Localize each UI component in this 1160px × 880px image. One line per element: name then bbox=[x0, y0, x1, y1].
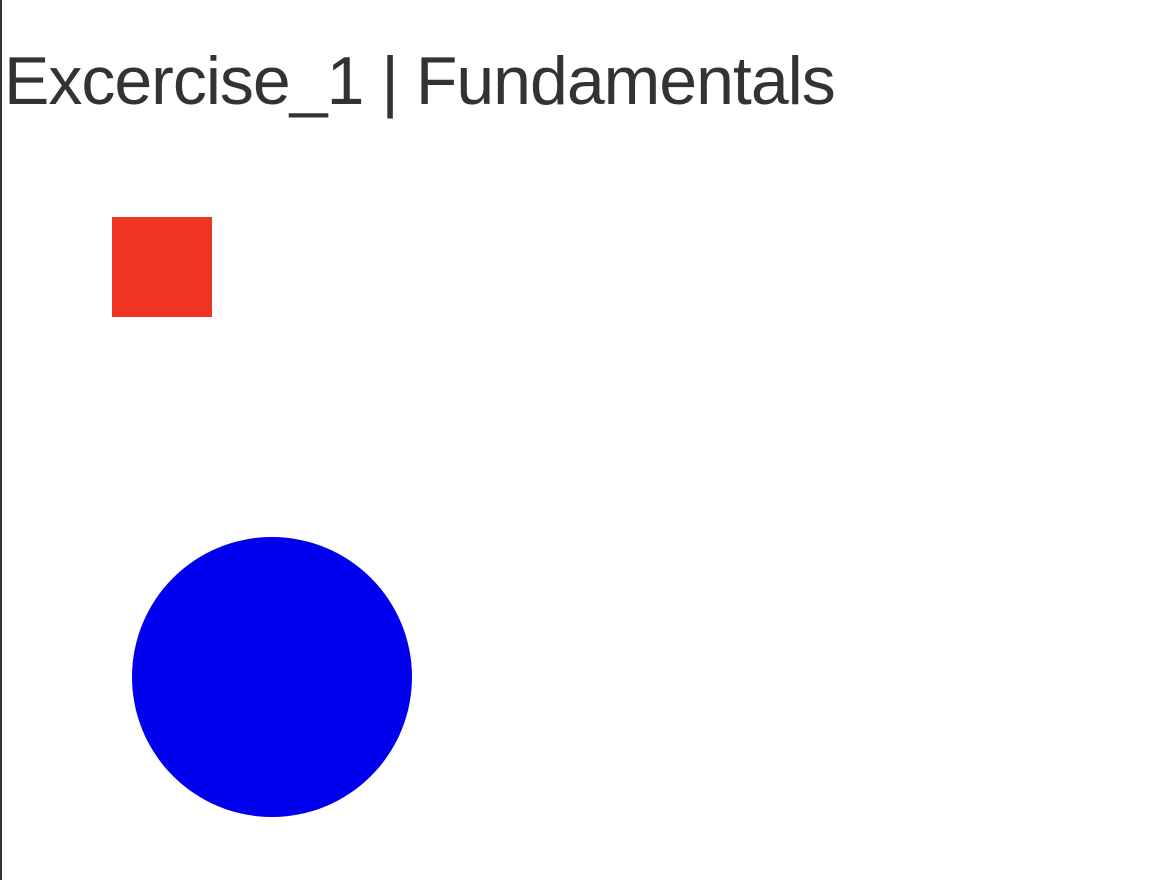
drawing-canvas bbox=[2, 140, 1160, 880]
page-title: Excercise_1 | Fundamentals bbox=[4, 43, 836, 119]
left-border-line bbox=[0, 0, 2, 880]
red-square bbox=[112, 217, 212, 317]
blue-circle bbox=[132, 537, 412, 817]
